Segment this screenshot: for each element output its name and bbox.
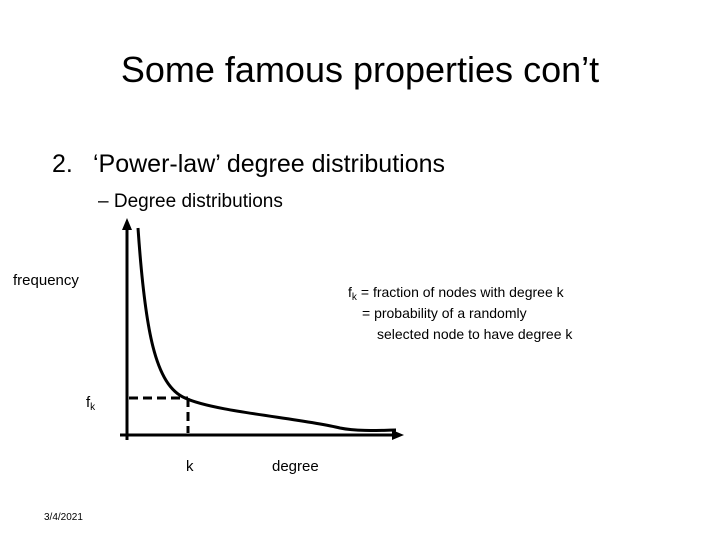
axes xyxy=(120,228,396,440)
note-line-1: fk = fraction of nodes with degree k xyxy=(348,284,565,303)
y-arrow xyxy=(122,218,132,230)
fk-label: fk xyxy=(86,394,96,413)
note-line-3: selected node to have degree k xyxy=(377,326,573,342)
footer-date: 3/4/2021 xyxy=(44,512,83,523)
k-label: k xyxy=(186,458,194,475)
note-subscript: k xyxy=(352,292,358,303)
note-base: f xyxy=(348,284,352,300)
note-line-2: = probability of a randomly xyxy=(362,305,527,321)
note-text: = fraction of nodes with degree k xyxy=(361,284,565,300)
fk-base: f xyxy=(86,394,91,411)
guides xyxy=(129,396,190,433)
x-label: degree xyxy=(272,458,319,475)
bullet-text: ‘Power-law’ degree distributions xyxy=(93,150,445,178)
x-arrow xyxy=(392,430,404,440)
slide-title: Some famous properties con’t xyxy=(121,49,599,90)
fk-subscript: k xyxy=(90,402,96,413)
bullet-number: 2. xyxy=(52,150,73,178)
sub-bullet: – Degree distributions xyxy=(98,191,283,212)
power-law-curve xyxy=(136,227,397,432)
y-label: frequency xyxy=(13,272,79,289)
